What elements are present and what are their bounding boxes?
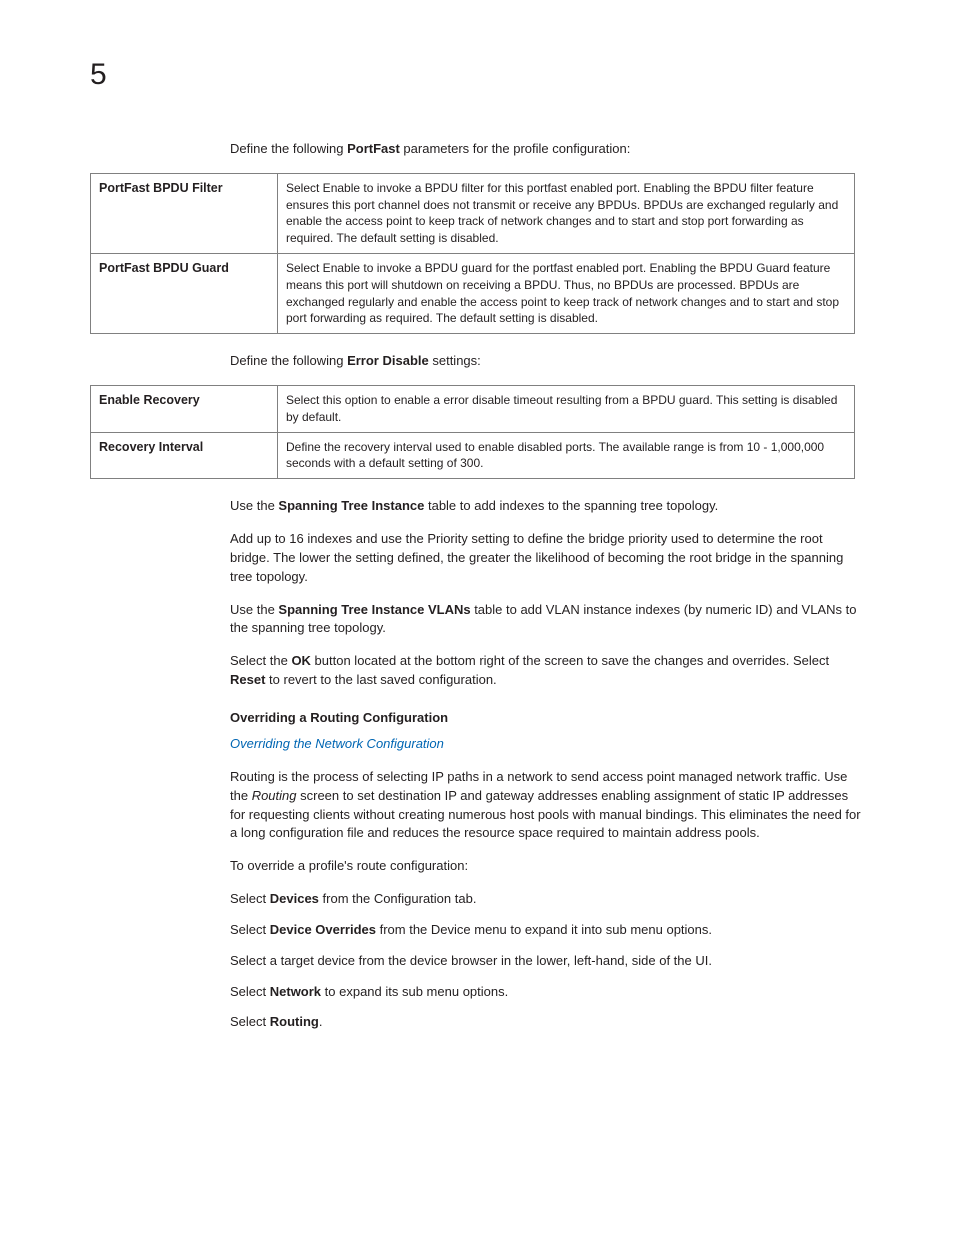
text-bold: Spanning Tree Instance	[278, 498, 424, 513]
row-label: Recovery Interval	[91, 432, 278, 479]
text-bold: Reset	[230, 672, 265, 687]
text: Select	[230, 984, 270, 999]
row-label: Enable Recovery	[91, 386, 278, 433]
row-label: PortFast BPDU Guard	[91, 254, 278, 334]
text-bold: Device Overrides	[270, 922, 376, 937]
error-disable-table: Enable Recovery Select this option to en…	[90, 385, 855, 479]
step-5: Select Routing.	[230, 1013, 864, 1032]
paragraph-stiv: Use the Spanning Tree Instance VLANs tab…	[230, 601, 864, 639]
paragraph-override-intro: To override a profile's route configurat…	[230, 857, 864, 876]
row-desc: Select this option to enable a error dis…	[278, 386, 855, 433]
step-2: Select Device Overrides from the Device …	[230, 921, 864, 940]
text: settings:	[429, 353, 481, 368]
table-row: Recovery Interval Define the recovery in…	[91, 432, 855, 479]
row-desc: Define the recovery interval used to ena…	[278, 432, 855, 479]
page-number: 5	[90, 58, 864, 92]
section-heading: Overriding a Routing Configuration	[230, 710, 864, 725]
step-1: Select Devices from the Configuration ta…	[230, 890, 864, 909]
text-bold: Network	[270, 984, 321, 999]
text: Use the	[230, 498, 278, 513]
step-4: Select Network to expand its sub menu op…	[230, 983, 864, 1002]
text-bold: Devices	[270, 891, 319, 906]
text: Select	[230, 922, 270, 937]
row-desc: Select Enable to invoke a BPDU guard for…	[278, 254, 855, 334]
text: from the Configuration tab.	[319, 891, 477, 906]
text: Select the	[230, 653, 291, 668]
table-row: PortFast BPDU Guard Select Enable to inv…	[91, 254, 855, 334]
text: to revert to the last saved configuratio…	[265, 672, 496, 687]
text: .	[319, 1014, 323, 1029]
text: Select	[230, 891, 270, 906]
row-desc: Select Enable to invoke a BPDU filter fo…	[278, 173, 855, 253]
text: screen to set destination IP and gateway…	[230, 788, 861, 841]
paragraph-routing: Routing is the process of selecting IP p…	[230, 768, 864, 843]
text: to expand its sub menu options.	[321, 984, 508, 999]
intro-errordisable: Define the following Error Disable setti…	[230, 352, 864, 371]
paragraph-add16: Add up to 16 indexes and use the Priorit…	[230, 530, 864, 587]
text: parameters for the profile configuration…	[400, 141, 631, 156]
link-text: Overriding the Network Configuration	[230, 736, 444, 751]
text-italic: Routing	[252, 788, 297, 803]
text: Select	[230, 1014, 270, 1029]
text-bold: Spanning Tree Instance VLANs	[278, 602, 470, 617]
text: button located at the bottom right of th…	[311, 653, 829, 668]
text: Define the following	[230, 141, 347, 156]
step-3: Select a target device from the device b…	[230, 952, 864, 971]
table-row: Enable Recovery Select this option to en…	[91, 386, 855, 433]
text: from the Device menu to expand it into s…	[376, 922, 712, 937]
text: Define the following	[230, 353, 347, 368]
intro-portfast: Define the following PortFast parameters…	[230, 140, 864, 159]
text: table to add indexes to the spanning tre…	[424, 498, 718, 513]
link-overriding-network[interactable]: Overriding the Network Configuration	[230, 735, 864, 754]
text: Use the	[230, 602, 278, 617]
text-bold: PortFast	[347, 141, 400, 156]
paragraph-sti: Use the Spanning Tree Instance table to …	[230, 497, 864, 516]
portfast-table: PortFast BPDU Filter Select Enable to in…	[90, 173, 855, 334]
row-label: PortFast BPDU Filter	[91, 173, 278, 253]
text-bold: Error Disable	[347, 353, 429, 368]
table-row: PortFast BPDU Filter Select Enable to in…	[91, 173, 855, 253]
text-bold: OK	[291, 653, 311, 668]
text-bold: Routing	[270, 1014, 319, 1029]
paragraph-ok-reset: Select the OK button located at the bott…	[230, 652, 864, 690]
